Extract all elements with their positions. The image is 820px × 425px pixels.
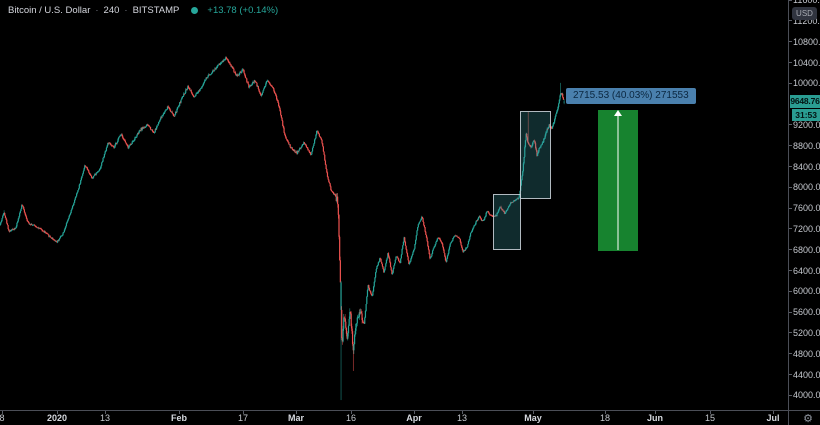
price-axis-tick [789, 394, 792, 396]
price-axis-label: 6400.00 [793, 265, 820, 276]
time-axis-tick [605, 411, 606, 414]
price-axis-tick [789, 374, 792, 376]
price-axis-tick [789, 124, 792, 126]
price-axis-label: 11200.00 [793, 15, 820, 26]
time-axis-tick [351, 411, 352, 414]
time-axis-label: May [524, 413, 542, 423]
price-axis-label: 5600.00 [793, 307, 820, 318]
last-price-badge[interactable]: 9648.76 [790, 95, 820, 109]
price-axis-tick [789, 82, 792, 84]
time-axis-tick [105, 411, 106, 414]
market-status-dot-icon [191, 7, 199, 14]
price-axis-label: 6800.00 [793, 244, 820, 255]
interval-label[interactable]: 240 [103, 5, 120, 16]
time-axis-label: Apr [406, 413, 422, 423]
price-range-line [617, 114, 619, 251]
price-axis-label: 8000.00 [793, 182, 820, 193]
chart-pane[interactable]: Bitcoin / U.S. Dollar · 240 · BITSTAMP +… [0, 0, 788, 410]
time-axis-label: 13 [456, 413, 468, 423]
time-axis-label: 17 [237, 413, 249, 423]
price-axis-label: 4000.00 [793, 390, 820, 401]
settings-gear-icon[interactable]: ⚙ [803, 412, 813, 425]
time-axis-tick [57, 411, 58, 414]
price-change-value: +13.78 (+0.14%) [207, 5, 279, 16]
price-axis-label: 10000.00 [793, 78, 820, 89]
price-axis-tick [789, 207, 792, 209]
time-axis[interactable]: 8 2020 13 Feb 17 Mar 16 Apr 13 May 18 Jun 15 Jul [0, 410, 788, 425]
time-axis-tick [710, 411, 711, 414]
price-axis-label: 10400.00 [793, 57, 820, 68]
price-axis-tick [789, 270, 792, 272]
price-axis-label: 8800.00 [793, 140, 820, 151]
price-range-label[interactable]: 2715.53 (40.03%) 271553 [566, 87, 696, 104]
price-axis-label: 10800.00 [793, 36, 820, 47]
time-axis-tick [414, 411, 415, 414]
time-axis-label: Feb [170, 413, 188, 423]
price-axis-tick [789, 311, 792, 313]
legend-separator: · [124, 5, 128, 16]
time-axis-label: 16 [345, 413, 357, 423]
price-axis-label: 8400.00 [793, 161, 820, 172]
time-axis-label: Mar [287, 413, 305, 423]
bar-countdown-badge: 31:53 [792, 108, 820, 121]
time-axis-tick [296, 411, 297, 414]
price-axis-tick [789, 62, 792, 64]
chart-legend: Bitcoin / U.S. Dollar · 240 · BITSTAMP +… [8, 5, 278, 16]
legend-separator: · [95, 5, 99, 16]
time-axis-label: Jul [766, 413, 780, 423]
time-axis-tick [243, 411, 244, 414]
price-axis-label: 6000.00 [793, 286, 820, 297]
price-axis-label: 7600.00 [793, 203, 820, 214]
price-axis-tick [789, 353, 792, 355]
price-axis-label: 11600.00 [793, 0, 820, 6]
price-axis-tick [789, 249, 792, 251]
drawing-rectangle-2[interactable] [520, 110, 551, 199]
time-axis-tick [533, 411, 534, 414]
price-axis-label: 4800.00 [793, 348, 820, 359]
price-axis-tick [789, 290, 792, 292]
price-axis-label: 9200.00 [793, 119, 820, 130]
price-axis[interactable]: USD 9648.76 31:53 11600.00 11200.00 10800.… [788, 0, 820, 410]
time-axis-tick [773, 411, 774, 414]
arrow-up-icon [614, 109, 622, 116]
price-axis-label: 7200.00 [793, 223, 820, 234]
price-axis-tick [789, 186, 792, 188]
price-axis-label: 4400.00 [793, 369, 820, 380]
time-axis-label: 8 [0, 413, 5, 423]
time-axis-label: 13 [99, 413, 111, 423]
price-axis-tick [789, 20, 792, 22]
time-axis-tick [179, 411, 180, 414]
symbol-title[interactable]: Bitcoin / U.S. Dollar [8, 5, 91, 16]
price-axis-tick [789, 0, 792, 1]
currency-badge[interactable]: USD [792, 7, 817, 20]
candlestick-canvas[interactable] [0, 0, 788, 410]
price-range-tool[interactable] [598, 109, 638, 252]
time-axis-label: 18 [599, 413, 611, 423]
price-axis-label: 5200.00 [793, 327, 820, 338]
time-axis-label: 15 [704, 413, 716, 423]
axis-corner: ⚙ [788, 410, 820, 425]
time-axis-label: Jun [646, 413, 664, 423]
price-axis-tick [789, 166, 792, 168]
drawing-rectangle-1[interactable] [493, 193, 521, 250]
price-axis-tick [789, 332, 792, 334]
time-axis-label: 2020 [46, 413, 68, 423]
time-axis-tick [462, 411, 463, 414]
exchange-label[interactable]: BITSTAMP [132, 5, 180, 16]
price-axis-tick [789, 145, 792, 147]
time-axis-tick [655, 411, 656, 414]
price-axis-tick [789, 228, 792, 230]
price-axis-tick [789, 41, 792, 43]
time-axis-tick [2, 411, 3, 414]
